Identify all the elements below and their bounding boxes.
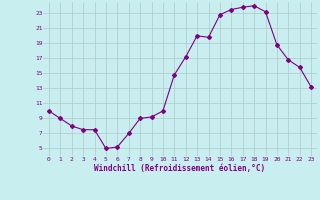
X-axis label: Windchill (Refroidissement éolien,°C): Windchill (Refroidissement éolien,°C) <box>94 164 266 173</box>
